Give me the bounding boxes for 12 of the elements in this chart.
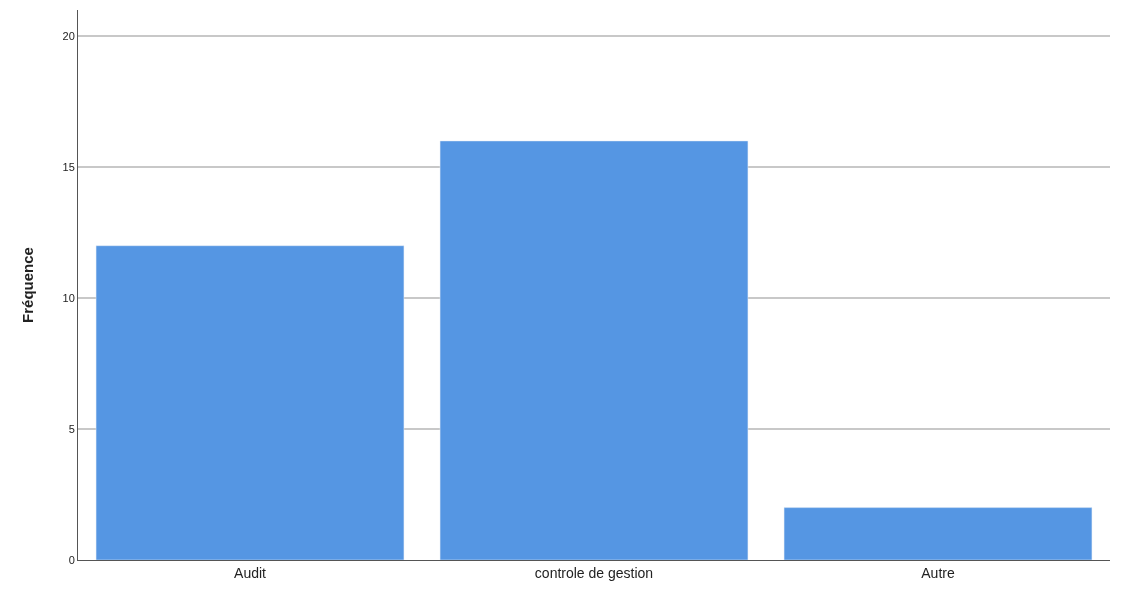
- x-tick-label: controle de gestion: [534, 564, 654, 581]
- bar: [439, 140, 749, 560]
- y-tick-label: 20: [62, 30, 75, 43]
- x-tick-label: Autre: [921, 564, 955, 581]
- y-tick-label: 0: [68, 553, 75, 566]
- y-tick-label: 5: [68, 422, 75, 435]
- bar: [95, 245, 405, 560]
- y-tick-label: 10: [62, 291, 75, 304]
- bar: [783, 507, 1093, 560]
- x-tick-label: Audit: [234, 564, 267, 581]
- y-tick-label: 15: [62, 160, 75, 173]
- y-axis-title: Fréquence: [18, 247, 36, 323]
